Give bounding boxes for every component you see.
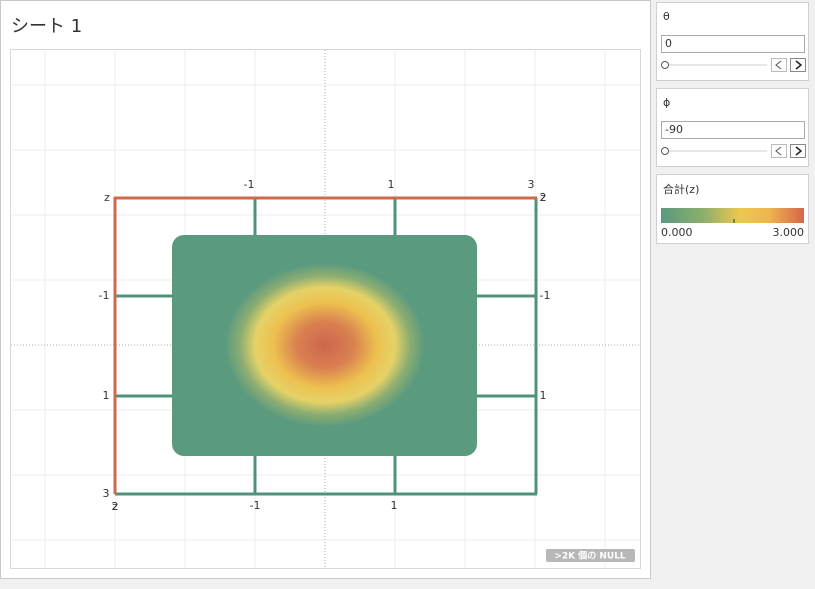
sheet-title: シート 1 (11, 16, 82, 37)
axis-label: 1 (388, 178, 395, 191)
control-label: θ (663, 10, 670, 23)
axis-label: 1 (391, 499, 398, 512)
control-label: ϕ (663, 96, 670, 109)
slider-thumb[interactable] (661, 61, 669, 69)
legend-ramp (661, 208, 804, 223)
heatmap-surface (172, 235, 477, 456)
axis-label: -1 (244, 178, 255, 191)
input-value: 0 (665, 37, 672, 50)
axis-label: z (540, 191, 546, 204)
axis-label: -1 (99, 289, 110, 302)
next-button[interactable] (790, 144, 806, 158)
axis-label: 1 (540, 389, 547, 402)
axis-label: 3 (103, 487, 110, 500)
text-input[interactable] (661, 35, 805, 53)
null-badge[interactable] (546, 549, 635, 562)
axis-labels: z -1 1 3 z 2 -1 1 3 z 2 -1 1 -1 1 (99, 178, 551, 513)
next-button[interactable] (790, 58, 806, 72)
prev-button[interactable] (771, 144, 787, 158)
axis-label: 3 (528, 178, 535, 191)
null-badge-text: >2K 個の NULL (554, 550, 626, 562)
axis-label: -1 (250, 499, 261, 512)
axis-label: 1 (103, 389, 110, 402)
axis-label: z (104, 191, 110, 204)
control-theta: θ 0 (656, 2, 809, 81)
prev-button[interactable] (771, 58, 787, 72)
axis-label: 2 (540, 191, 547, 204)
control-phi: ϕ -90 (656, 88, 809, 167)
slider-thumb[interactable] (661, 147, 669, 155)
frame-green (115, 198, 538, 496)
color-legend: 合計(z) 0.000 3.000 (656, 174, 809, 244)
legend-max: 3.000 (773, 226, 805, 239)
legend-title: 合計(z) (663, 182, 699, 196)
axis-label: -1 (540, 289, 551, 302)
text-input[interactable] (661, 121, 805, 139)
frame-red (113, 196, 537, 494)
legend-min: 0.000 (661, 226, 693, 239)
axis-label: 2 (112, 500, 119, 513)
axis-label: z (112, 500, 118, 513)
input-value: -90 (665, 123, 683, 136)
